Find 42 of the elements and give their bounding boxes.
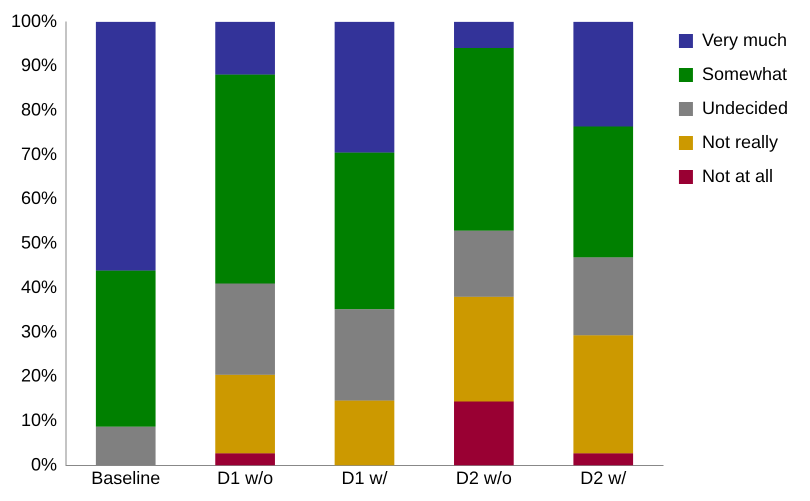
x-tick-label: D1 w/ [341, 468, 388, 488]
y-tick-label: 100% [10, 10, 58, 31]
bar [215, 74, 275, 284]
legend-label: Somewhat [702, 64, 787, 84]
legend-label: Very much [702, 30, 787, 50]
y-tick-label: 80% [21, 99, 58, 120]
bar [573, 126, 634, 258]
legend-label: Not at all [702, 166, 773, 186]
bar [454, 296, 514, 402]
bar [573, 257, 634, 336]
x-tick-label: D1 w/o [217, 468, 274, 488]
bar [334, 152, 394, 310]
x-tick-label: D2 w/o [456, 468, 512, 488]
bar [215, 453, 275, 466]
bar [454, 402, 514, 466]
y-tick-label: 90% [21, 55, 58, 76]
legend-label: Undecided [702, 98, 788, 118]
bar [96, 270, 156, 427]
bar [454, 22, 514, 48]
y-tick-label: 40% [21, 276, 58, 297]
bar [215, 374, 275, 454]
bar [334, 309, 394, 401]
bar [573, 335, 634, 454]
y-tick-label: 10% [21, 410, 58, 430]
x-tick-label: D2 w/ [580, 468, 626, 488]
bar [573, 453, 634, 466]
y-tick-label: 50% [21, 232, 58, 253]
bar [96, 22, 156, 271]
y-tick-label: 60% [21, 188, 58, 208]
bar [334, 400, 394, 466]
bar [454, 230, 514, 297]
y-tick-label: 30% [21, 321, 58, 342]
y-tick-label: 70% [21, 144, 58, 164]
bar [334, 22, 394, 153]
y-tick-label: 0% [31, 454, 58, 474]
bar [573, 22, 634, 126]
bar [454, 48, 514, 231]
bar [215, 284, 275, 375]
legend-label: Not really [702, 132, 778, 152]
x-tick-label: Baseline [91, 468, 160, 488]
y-tick-label: 20% [21, 366, 58, 386]
bar [215, 22, 275, 75]
